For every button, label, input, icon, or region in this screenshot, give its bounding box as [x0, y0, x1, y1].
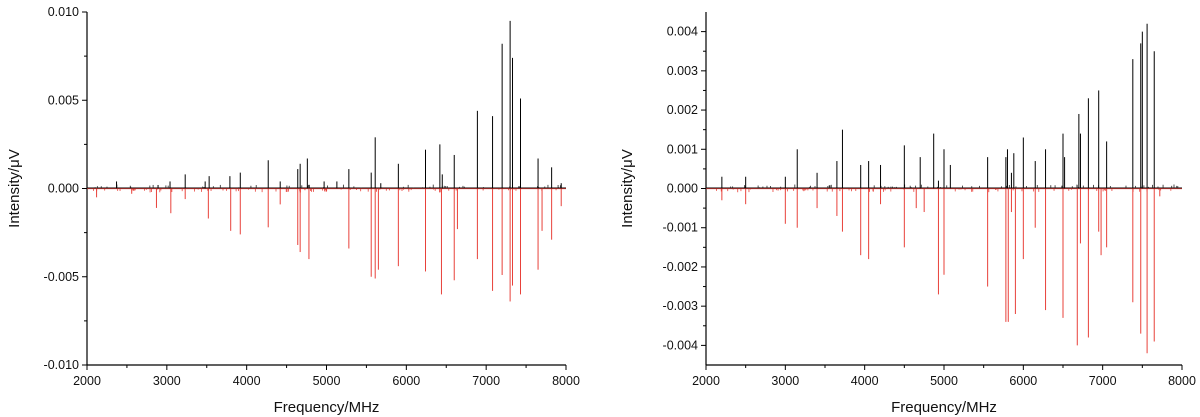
x-tick-label: 6000 — [392, 374, 420, 388]
y-tick-label: -0.005 — [44, 270, 79, 284]
y-tick-label: 0.000 — [48, 182, 79, 196]
x-tick-label: 5000 — [930, 374, 958, 388]
x-tick-label: 4000 — [851, 374, 879, 388]
y-tick-label: 0.004 — [667, 25, 698, 39]
y-tick-label: -0.003 — [663, 299, 698, 313]
x-tick-label: 5000 — [313, 374, 341, 388]
y-tick-label: 0.001 — [667, 142, 698, 156]
y-tick-label: -0.004 — [663, 338, 698, 352]
x-tick-label: 8000 — [552, 374, 580, 388]
chart-right: 2000 3000 4000 5000 6000 7000 8000 0.004 0.003 0.… — [619, 12, 1196, 416]
y-tick-label: 0.010 — [48, 5, 79, 19]
y-tick-label: 0.000 — [667, 182, 698, 196]
x-axis-title: Frequency/MHz — [274, 399, 380, 416]
y-tick-label: 0.002 — [667, 103, 698, 117]
x-tick-label: 8000 — [1168, 374, 1196, 388]
chart-left: 2000 3000 4000 5000 6000 7000 8000 0.010 0.005 0.… — [6, 5, 580, 416]
x-axis-title: Frequency/MHz — [891, 399, 997, 416]
x-tick-label: 3000 — [771, 374, 799, 388]
x-tick-label: 3000 — [153, 374, 181, 388]
y-tick-label: -0.001 — [663, 221, 698, 235]
y-tick-label: -0.002 — [663, 260, 698, 274]
x-tick-label: 6000 — [1009, 374, 1037, 388]
y-axis-title: Intensity/μV — [619, 149, 636, 228]
y-tick-label: -0.010 — [44, 358, 79, 372]
x-tick-label: 2000 — [692, 374, 720, 388]
y-tick-label: 0.005 — [48, 93, 79, 107]
x-tick-label: 7000 — [472, 374, 500, 388]
x-tick-label: 2000 — [73, 374, 101, 388]
y-axis-title: Intensity/μV — [6, 149, 23, 228]
y-tick-label: 0.003 — [667, 64, 698, 78]
x-tick-label: 4000 — [233, 374, 261, 388]
x-tick-label: 7000 — [1089, 374, 1117, 388]
